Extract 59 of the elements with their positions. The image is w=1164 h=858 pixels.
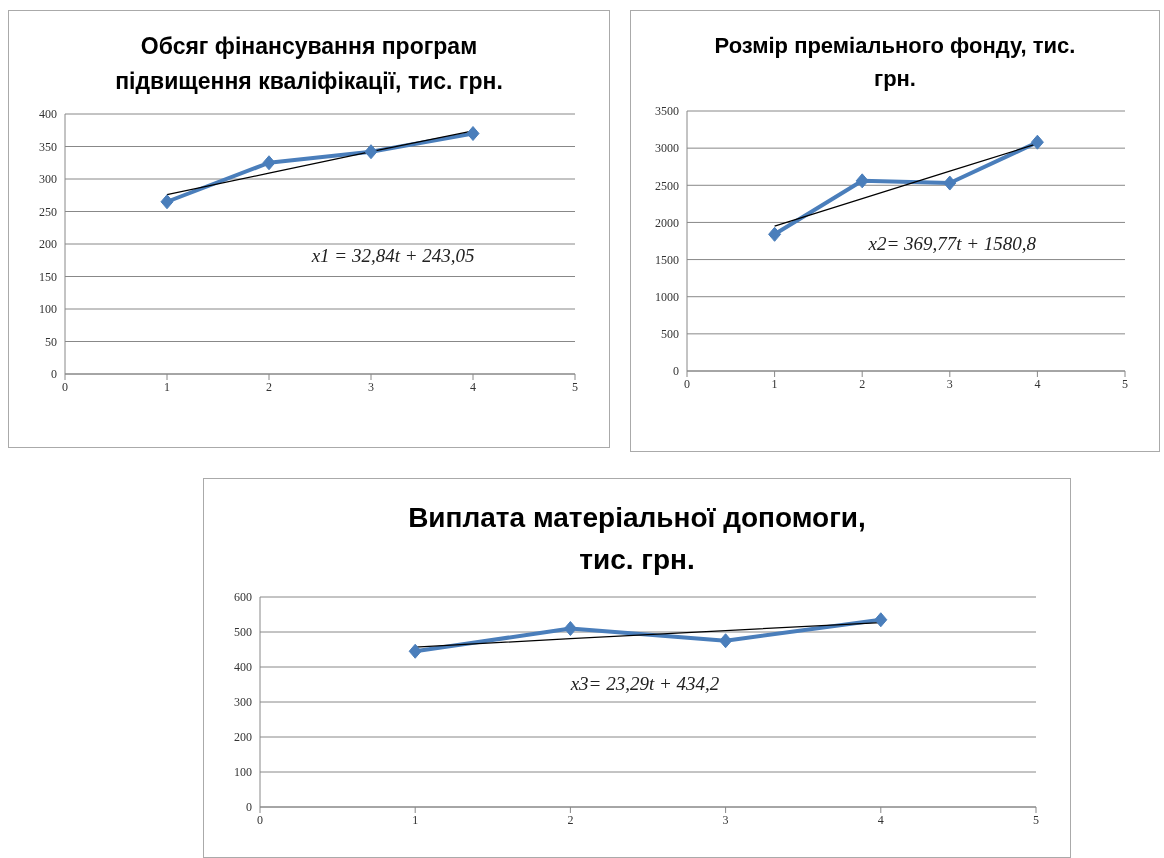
x-tick-label: 3 (722, 812, 729, 827)
x-tick-label: 0 (62, 379, 68, 394)
y-tick-label: 300 (39, 172, 57, 187)
y-tick-label: 3000 (655, 141, 679, 156)
x-tick-label: 1 (412, 812, 419, 827)
x-tick-label: 2 (266, 379, 272, 394)
point (364, 144, 378, 160)
chart-title: Обсяг фінансування програм підвищення кваліфікації, тис. грн. (114, 32, 504, 96)
y-tick-label: 0 (673, 364, 679, 379)
chart-title: Розмір преміального фонду, тис. грн. (713, 32, 1077, 93)
annotation: x2= 369,77t + 1580,8 (868, 233, 1037, 255)
y-tick-label: 100 (234, 765, 252, 780)
y-tick-label: 600 (234, 590, 252, 605)
y-tick-label: 3500 (655, 104, 679, 119)
point (262, 155, 276, 171)
point (408, 643, 422, 659)
x-tick-label: 3 (946, 376, 953, 391)
x-tick-label: 5 (1122, 376, 1128, 391)
point (1030, 134, 1044, 150)
y-tick-label: 400 (39, 107, 57, 122)
y-tick-label: 0 (246, 800, 252, 815)
y-tick-label: 200 (39, 237, 57, 252)
point (768, 226, 782, 242)
x-tick-label: 5 (572, 379, 578, 394)
x-tick-label: 3 (368, 379, 374, 394)
x-tick-label: 4 (1034, 376, 1041, 391)
y-tick-label: 500 (234, 625, 252, 640)
annotation: x1 = 32,84t + 243,05 (311, 245, 475, 267)
point (563, 621, 577, 636)
y-tick-label: 1000 (655, 289, 679, 304)
point (160, 194, 174, 210)
y-tick-label: 1500 (655, 252, 679, 267)
y-tick-label: 100 (39, 302, 57, 317)
point (874, 612, 888, 628)
point (466, 126, 480, 141)
x-tick-label: 5 (1033, 812, 1039, 827)
y-tick-label: 2500 (655, 178, 679, 193)
y-tick-label: 50 (45, 334, 57, 349)
x-tick-label: 2 (567, 812, 574, 827)
x-tick-label: 4 (470, 379, 476, 394)
x-tick-label: 1 (771, 376, 778, 391)
annotation: x3= 23,29t + 434,2 (570, 673, 720, 695)
y-tick-label: 2000 (655, 215, 679, 230)
chart-title: Виплата матеріальної допомоги, тис. грн. (407, 501, 867, 577)
y-tick-label: 150 (39, 269, 57, 284)
y-tick-label: 400 (234, 660, 252, 675)
y-tick-label: 500 (661, 327, 679, 342)
x-tick-label: 0 (257, 812, 263, 827)
x-tick-label: 0 (684, 376, 690, 391)
y-tick-label: 350 (39, 139, 57, 154)
point (943, 175, 957, 191)
point (855, 173, 869, 189)
x-tick-label: 1 (164, 379, 170, 394)
y-tick-label: 200 (234, 730, 252, 745)
y-tick-label: 250 (39, 204, 57, 219)
x-tick-label: 4 (877, 812, 884, 827)
point (719, 633, 733, 649)
y-tick-label: 300 (234, 695, 252, 710)
x-tick-label: 2 (859, 376, 866, 391)
